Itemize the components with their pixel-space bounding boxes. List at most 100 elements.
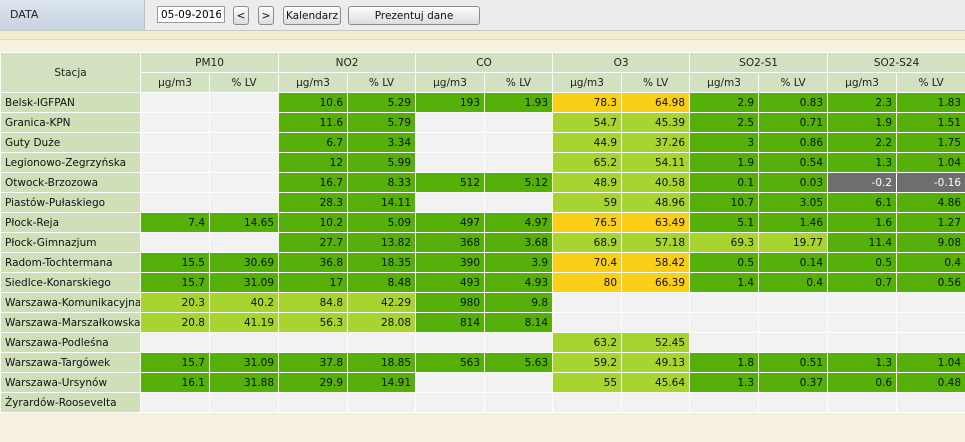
percent-lv-cell bbox=[208, 192, 280, 213]
percent-lv-cell: 28.08 bbox=[347, 312, 417, 333]
present-data-button[interactable]: Prezentuj dane bbox=[348, 6, 480, 25]
percent-lv-cell: 0.4 bbox=[896, 252, 965, 273]
percent-lv-cell bbox=[208, 92, 280, 113]
concentration-cell: 36.8 bbox=[278, 252, 349, 273]
percent-lv-cell: 5.79 bbox=[347, 112, 417, 133]
concentration-cell bbox=[140, 172, 210, 193]
concentration-cell bbox=[140, 152, 210, 173]
concentration-cell bbox=[552, 292, 623, 313]
table-row: Warszawa-Marszałkowska 20.8 41.19 56.3 28.08… bbox=[0, 312, 965, 333]
concentration-cell: 814 bbox=[415, 312, 486, 333]
next-day-button[interactable]: > bbox=[258, 6, 274, 25]
table-row: Belsk-IGFPAN 10.6 5.29 193 1.93 78.3 64.98 2.9 0… bbox=[0, 92, 965, 113]
air-quality-table: Stacja PM10 NO2 CO O3 SO2-S1 SO2-S24 µg/… bbox=[0, 52, 965, 413]
percent-lv-cell: 9.08 bbox=[896, 232, 965, 253]
concentration-cell bbox=[278, 332, 349, 353]
calendar-button[interactable]: Kalendarz bbox=[283, 6, 341, 25]
percent-lv-cell: 1.46 bbox=[758, 212, 829, 233]
concentration-cell bbox=[827, 292, 898, 313]
concentration-cell: 59.2 bbox=[552, 352, 623, 373]
station-name[interactable]: Siedlce-Konarskiego bbox=[0, 272, 141, 293]
percent-lv-cell: 19.77 bbox=[758, 232, 829, 253]
concentration-cell: 0.1 bbox=[689, 172, 760, 193]
concentration-cell: 55 bbox=[552, 372, 623, 393]
percent-lv-cell: 0.86 bbox=[758, 132, 829, 153]
percent-lv-cell bbox=[208, 152, 280, 173]
station-name[interactable]: Żyrardów-Roosevelta bbox=[0, 392, 141, 413]
percent-lv-cell bbox=[208, 172, 280, 193]
concentration-cell: 512 bbox=[415, 172, 486, 193]
concentration-cell bbox=[415, 112, 486, 133]
date-label: DATA bbox=[10, 8, 39, 21]
concentration-cell: 497 bbox=[415, 212, 486, 233]
concentration-cell bbox=[140, 232, 210, 253]
percent-lv-cell: 5.63 bbox=[484, 352, 554, 373]
percent-lv-cell bbox=[621, 292, 691, 313]
concentration-cell bbox=[689, 332, 760, 353]
percent-lv-cell bbox=[621, 392, 691, 413]
station-name[interactable]: Radom-Tochtermana bbox=[0, 252, 141, 273]
pollutant-header: NO2 bbox=[278, 52, 417, 73]
concentration-cell: 368 bbox=[415, 232, 486, 253]
percent-lv-cell: 48.96 bbox=[621, 192, 691, 213]
concentration-cell: 70.4 bbox=[552, 252, 623, 273]
table-row: Granica-KPN 11.6 5.79 54.7 45.39 2.5 0.71 1.9 1.… bbox=[0, 112, 965, 133]
percent-lv-cell: 4.86 bbox=[896, 192, 965, 213]
percent-lv-cell: 45.64 bbox=[621, 372, 691, 393]
concentration-cell: 65.2 bbox=[552, 152, 623, 173]
concentration-cell: 980 bbox=[415, 292, 486, 313]
concentration-cell: 10.7 bbox=[689, 192, 760, 213]
previous-day-button[interactable]: < bbox=[233, 6, 249, 25]
station-name[interactable]: Płock-Gimnazjum bbox=[0, 232, 141, 253]
table-body: Belsk-IGFPAN 10.6 5.29 193 1.93 78.3 64.98 2.9 0… bbox=[0, 92, 965, 413]
percent-lv-cell: 0.51 bbox=[758, 352, 829, 373]
concentration-cell: 27.7 bbox=[278, 232, 349, 253]
concentration-cell: 16.7 bbox=[278, 172, 349, 193]
percent-lv-cell: 3.05 bbox=[758, 192, 829, 213]
station-name[interactable]: Granica-KPN bbox=[0, 112, 141, 133]
unit-header: µg/m3 bbox=[415, 72, 486, 93]
percent-lv-cell: 4.97 bbox=[484, 212, 554, 233]
percent-lv-cell bbox=[484, 372, 554, 393]
station-name[interactable]: Warszawa-Marszałkowska bbox=[0, 312, 141, 333]
concentration-cell: 2.5 bbox=[689, 112, 760, 133]
percent-lv-cell: 58.42 bbox=[621, 252, 691, 273]
unit-header: µg/m3 bbox=[278, 72, 349, 93]
station-header: Stacja bbox=[0, 52, 141, 93]
unit-header: µg/m3 bbox=[827, 72, 898, 93]
station-name[interactable]: Płock-Reja bbox=[0, 212, 141, 233]
percent-lv-cell: 9.8 bbox=[484, 292, 554, 313]
percent-lv-cell: 0.03 bbox=[758, 172, 829, 193]
station-name[interactable]: Otwock-Brzozowa bbox=[0, 172, 141, 193]
concentration-cell: 12 bbox=[278, 152, 349, 173]
station-name[interactable]: Warszawa-Targówek bbox=[0, 352, 141, 373]
percent-lv-header: % LV bbox=[896, 72, 965, 93]
percent-lv-cell bbox=[484, 332, 554, 353]
station-name[interactable]: Warszawa-Komunikacyjna bbox=[0, 292, 141, 313]
station-name[interactable]: Warszawa-Podleśna bbox=[0, 332, 141, 353]
percent-lv-cell: -0.16 bbox=[896, 172, 965, 193]
concentration-cell: 59 bbox=[552, 192, 623, 213]
date-input[interactable] bbox=[157, 6, 225, 23]
concentration-cell: 193 bbox=[415, 92, 486, 113]
percent-lv-cell bbox=[208, 112, 280, 133]
station-name[interactable]: Guty Duże bbox=[0, 132, 141, 153]
percent-lv-cell: 49.13 bbox=[621, 352, 691, 373]
station-name[interactable]: Warszawa-Ursynów bbox=[0, 372, 141, 393]
station-name[interactable]: Belsk-IGFPAN bbox=[0, 92, 141, 113]
percent-lv-cell: 0.83 bbox=[758, 92, 829, 113]
station-name[interactable]: Legionowo-Zegrzyńska bbox=[0, 152, 141, 173]
percent-lv-cell bbox=[896, 292, 965, 313]
station-name[interactable]: Piastów-Pułaskiego bbox=[0, 192, 141, 213]
concentration-cell bbox=[415, 152, 486, 173]
concentration-cell bbox=[689, 292, 760, 313]
table-row: Guty Duże 6.7 3.34 44.9 37.26 3 0.86 2.2 1.75 bbox=[0, 132, 965, 153]
concentration-cell bbox=[827, 392, 898, 413]
concentration-cell: 2.9 bbox=[689, 92, 760, 113]
table-row: Płock-Gimnazjum 27.7 13.82 368 3.68 68.9 57.18… bbox=[0, 232, 965, 253]
concentration-cell: 10.6 bbox=[278, 92, 349, 113]
concentration-cell: 1.9 bbox=[827, 112, 898, 133]
percent-lv-cell: 5.29 bbox=[347, 92, 417, 113]
concentration-cell: 16.1 bbox=[140, 372, 210, 393]
concentration-cell: 15.5 bbox=[140, 252, 210, 273]
